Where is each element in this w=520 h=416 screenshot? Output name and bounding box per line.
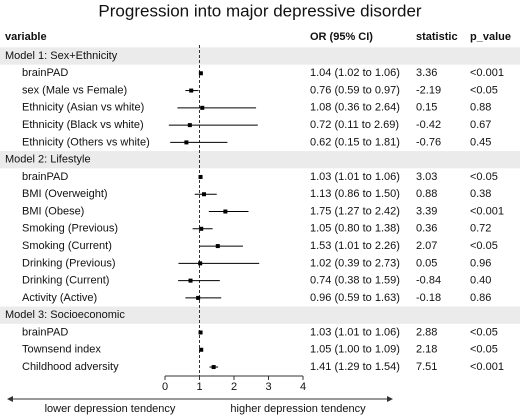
row-label: brainPAD [22, 326, 68, 338]
point [198, 174, 203, 179]
point [215, 244, 220, 249]
point [196, 295, 201, 300]
row-label: Townsend index [22, 344, 101, 356]
point [199, 347, 204, 352]
point [184, 140, 189, 145]
statistic: -2.19 [416, 84, 441, 96]
or-ci: 1.03 (1.01 to 1.06) [310, 171, 400, 183]
point [200, 105, 205, 110]
row-label: Childhood adversity [22, 361, 119, 373]
row-label: BMI (Obese) [22, 205, 84, 217]
statistic: 3.36 [416, 67, 437, 79]
statistic: 0.15 [416, 102, 437, 114]
footer-label: higher depression tendency [230, 403, 366, 415]
x-tick-label: 3 [265, 381, 271, 393]
p-value: <0.05 [470, 326, 498, 338]
point [211, 365, 216, 370]
or-ci: 1.02 (0.39 to 2.73) [310, 257, 400, 269]
group-band [0, 47, 520, 65]
row-label: Smoking (Previous) [22, 223, 118, 235]
statistic: -0.18 [416, 292, 441, 304]
row-label: sex (Male vs Female) [22, 84, 127, 96]
column-header: p_value [470, 31, 511, 43]
row-label: Ethnicity (Others vs white) [22, 136, 150, 148]
p-value: <0.001 [470, 205, 504, 217]
group-label: Model 3: Socioeconomic [5, 309, 125, 321]
statistic: 3.03 [416, 171, 437, 183]
point [187, 123, 192, 128]
or-ci: 1.05 (0.80 to 1.38) [310, 223, 400, 235]
p-value: <0.05 [470, 84, 498, 96]
or-ci: 0.62 (0.15 to 1.81) [310, 136, 400, 148]
x-tick-label: 0 [162, 381, 168, 393]
column-header: variable [5, 31, 47, 43]
p-value: 0.96 [470, 257, 491, 269]
or-ci: 1.05 (1.00 to 1.09) [310, 344, 400, 356]
statistic: 3.39 [416, 205, 437, 217]
p-value: 0.38 [470, 188, 491, 200]
point [198, 261, 203, 266]
point [199, 226, 204, 231]
column-header: statistic [416, 31, 458, 43]
statistic: 0.05 [416, 257, 437, 269]
x-tick-label: 2 [231, 381, 237, 393]
row-label: Ethnicity (Black vs white) [22, 119, 144, 131]
point [223, 209, 228, 214]
group-label: Model 1: Sex+Ethnicity [5, 50, 118, 62]
group-band [0, 151, 520, 169]
p-value: 0.40 [470, 275, 491, 287]
row-label: Ethnicity (Asian vs white) [22, 102, 144, 114]
p-value: 0.88 [470, 102, 491, 114]
statistic: 2.18 [416, 344, 437, 356]
row-label: brainPAD [22, 171, 68, 183]
row-label: Smoking (Current) [22, 240, 112, 252]
statistic: 7.51 [416, 361, 437, 373]
column-header: OR (95% CI) [310, 31, 373, 43]
p-value: 0.45 [470, 136, 491, 148]
statistic: 2.07 [416, 240, 437, 252]
row-label: brainPAD [22, 67, 68, 79]
p-value: <0.001 [470, 361, 504, 373]
or-ci: 1.03 (1.01 to 1.06) [310, 326, 400, 338]
or-ci: 1.53 (1.01 to 2.26) [310, 240, 400, 252]
point [198, 71, 203, 76]
or-ci: 0.76 (0.59 to 0.97) [310, 84, 400, 96]
statistic: -0.84 [416, 275, 441, 287]
chart-title: Progression into major depressive disord… [98, 1, 421, 20]
statistic: 2.88 [416, 326, 437, 338]
footer-label: lower depression tendency [45, 403, 176, 415]
x-tick-label: 4 [300, 381, 306, 393]
or-ci: 1.75 (1.27 to 2.42) [310, 205, 400, 217]
group-label: Model 2: Lifestyle [5, 154, 91, 166]
statistic: 0.88 [416, 188, 437, 200]
row-label: Drinking (Previous) [22, 257, 116, 269]
point [188, 278, 193, 283]
p-value: 0.86 [470, 292, 491, 304]
or-ci: 1.41 (1.29 to 1.54) [310, 361, 400, 373]
statistic: -0.76 [416, 136, 441, 148]
p-value: 0.72 [470, 223, 491, 235]
or-ci: 1.04 (1.02 to 1.06) [310, 67, 400, 79]
point [189, 88, 194, 93]
p-value: <0.05 [470, 171, 498, 183]
p-value: <0.05 [470, 344, 498, 356]
row-label: BMI (Overweight) [22, 188, 108, 200]
or-ci: 1.13 (0.86 to 1.50) [310, 188, 400, 200]
p-value: <0.05 [470, 240, 498, 252]
or-ci: 0.96 (0.59 to 1.63) [310, 292, 400, 304]
statistic: -0.42 [416, 119, 441, 131]
point [201, 192, 206, 197]
or-ci: 0.72 (0.11 to 2.69) [310, 119, 399, 131]
or-ci: 0.74 (0.38 to 1.59) [310, 275, 400, 287]
statistic: 0.36 [416, 223, 437, 235]
p-value: 0.67 [470, 119, 491, 131]
point [198, 330, 203, 335]
or-ci: 1.08 (0.36 to 2.64) [310, 102, 400, 114]
x-tick-label: 1 [196, 381, 202, 393]
group-band [0, 306, 520, 324]
row-label: Drinking (Current) [22, 275, 109, 287]
row-label: Activity (Active) [22, 292, 97, 304]
p-value: <0.001 [470, 67, 504, 79]
